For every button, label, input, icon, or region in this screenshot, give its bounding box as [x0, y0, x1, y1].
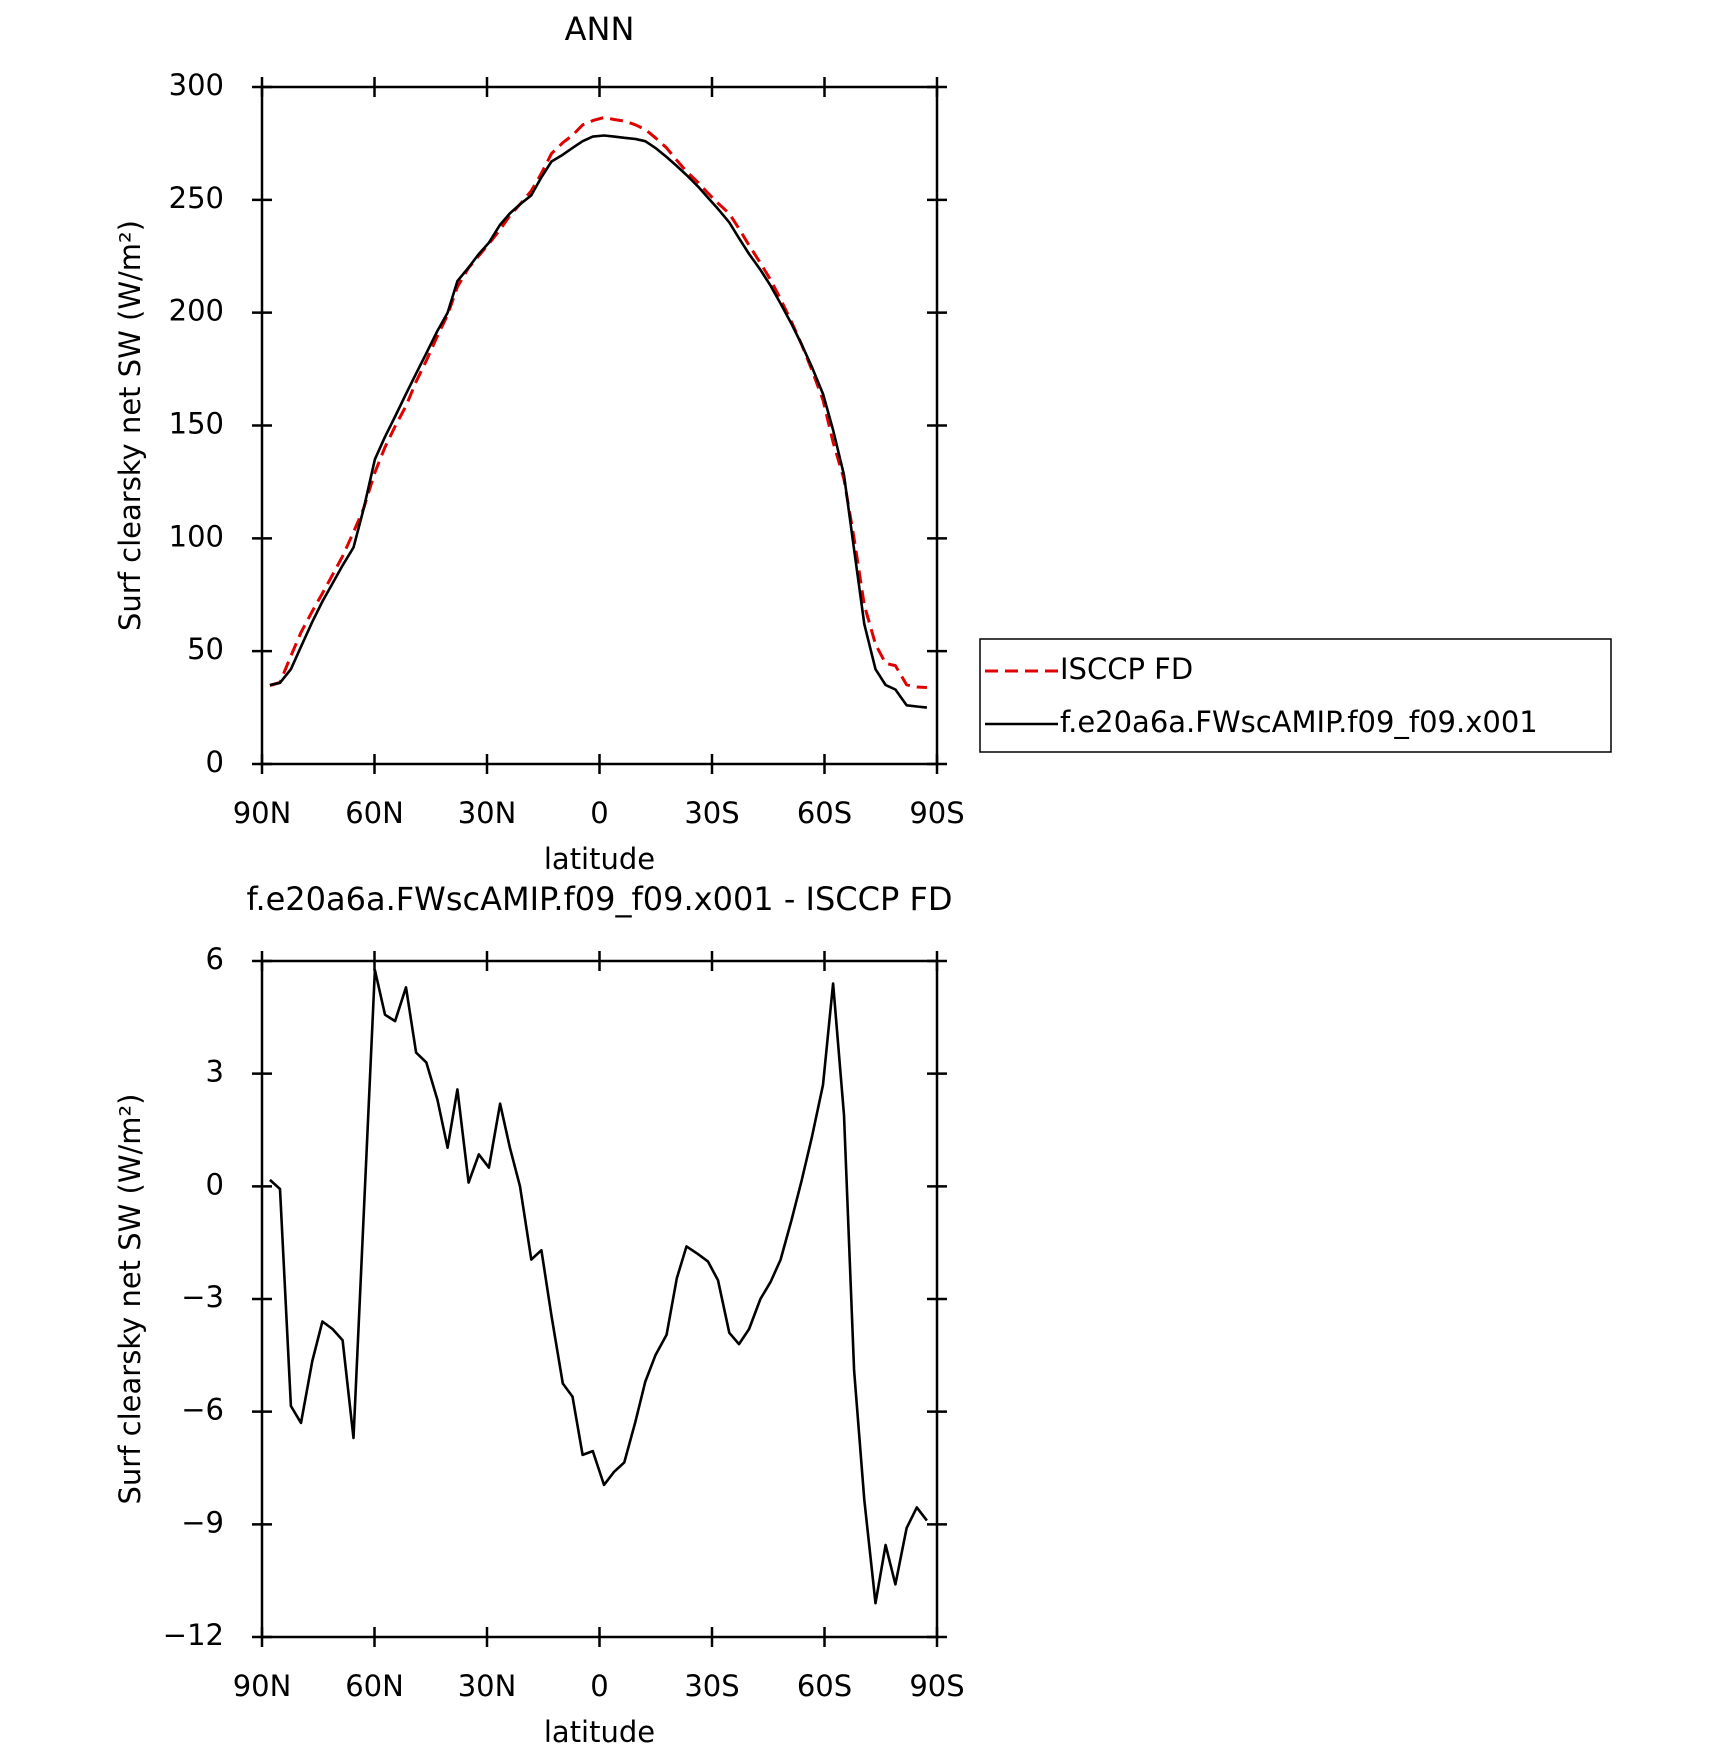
legend-box — [979, 638, 1612, 753]
x-tick-label: 90S — [909, 1669, 964, 1703]
y-tick-label: 200 — [169, 294, 224, 328]
x-tick-label: 60S — [797, 1669, 852, 1703]
chart-title: ANN — [565, 10, 635, 48]
y-tick-label: −6 — [181, 1393, 224, 1427]
x-tick-label: 0 — [590, 1669, 608, 1703]
x-tick-label: 90N — [233, 796, 292, 830]
x-tick-label: 30N — [458, 1669, 517, 1703]
y-tick-label: 250 — [169, 181, 224, 215]
x-tick-label: 60S — [797, 796, 852, 830]
y-tick-label: 3 — [206, 1055, 224, 1089]
y-tick-label: 150 — [169, 407, 224, 441]
series-line — [269, 116, 927, 689]
y-tick-label: 0 — [206, 745, 224, 779]
y-tick-label: 300 — [169, 68, 224, 102]
x-axis-label: latitude — [544, 1715, 655, 1745]
x-tick-label: 90N — [233, 1669, 292, 1703]
legend-label: f.e20a6a.FWscAMIP.f09_f09.x001 — [1060, 705, 1538, 739]
x-tick-label: 30S — [684, 796, 739, 830]
x-tick-label: 90S — [909, 796, 964, 830]
plot-frame — [260, 85, 939, 766]
chart-title: f.e20a6a.FWscAMIP.f09_f09.x001 - ISCCP F… — [247, 880, 953, 918]
x-tick-label: 60N — [345, 1669, 404, 1703]
y-tick-label: −12 — [163, 1618, 224, 1652]
y-axis-label: Surf clearsky net SW (W/m²) — [113, 1094, 147, 1505]
x-axis-label: latitude — [544, 842, 655, 876]
x-tick-label: 30N — [458, 796, 517, 830]
series-line — [269, 968, 928, 1605]
y-tick-label: 50 — [187, 632, 224, 666]
plot-frame — [260, 959, 939, 1639]
x-tick-label: 0 — [590, 796, 608, 830]
y-tick-label: −3 — [181, 1280, 224, 1314]
y-tick-label: 0 — [206, 1167, 224, 1201]
y-tick-label: −9 — [181, 1505, 224, 1539]
y-axis-label: Surf clearsky net SW (W/m²) — [113, 220, 147, 631]
legend-label: ISCCP FD — [1060, 652, 1193, 686]
series-line — [269, 134, 928, 709]
x-tick-label: 30S — [684, 1669, 739, 1703]
x-tick-label: 60N — [345, 796, 404, 830]
y-tick-label: 100 — [169, 519, 224, 553]
y-tick-label: 6 — [206, 942, 224, 976]
